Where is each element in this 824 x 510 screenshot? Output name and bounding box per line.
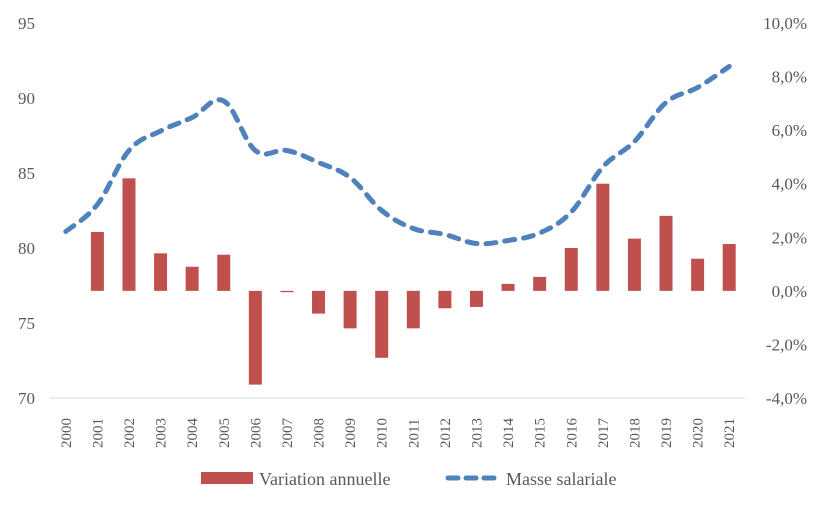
x-axis-tick-label: 2008 xyxy=(312,418,328,448)
x-axis-tick-label: 2020 xyxy=(691,418,707,448)
bar-2009 xyxy=(343,290,357,329)
x-axis-tick-label: 2018 xyxy=(627,418,643,448)
right-axis: -4,0% -2,0% 0,0% 2,0% 4,0% 6,0% 8,0% 10,0% xyxy=(763,14,807,408)
left-axis-tick-label: 70 xyxy=(18,389,35,408)
right-axis-tick-label: 6,0% xyxy=(772,121,807,140)
bar-series xyxy=(90,178,736,385)
bar-2004 xyxy=(185,266,199,291)
legend: Variation annuelle Masse salariale xyxy=(201,469,616,489)
bar-2008 xyxy=(312,290,326,314)
left-axis: 70 75 80 85 90 95 xyxy=(18,14,35,408)
legend-swatch-variation-annuelle xyxy=(201,472,253,484)
x-axis-tick-label: 2002 xyxy=(122,418,138,448)
x-axis-tick-label: 2007 xyxy=(280,418,296,449)
bar-2001 xyxy=(90,231,104,291)
x-axis-tick-label: 2014 xyxy=(501,418,517,449)
legend-label-masse-salariale: Masse salariale xyxy=(506,469,616,489)
bar-2011 xyxy=(406,290,420,329)
x-axis-tick-label: 2011 xyxy=(406,419,422,448)
x-axis: 2000 2001 2002 2003 2004 2005 2006 2007 2008 2009… xyxy=(59,418,738,449)
line-series-masse-salariale xyxy=(63,64,732,247)
x-axis-tick-label: 2001 xyxy=(90,418,106,448)
bar-2010 xyxy=(375,290,389,358)
x-axis-tick-label: 2015 xyxy=(533,418,549,448)
bar-2002 xyxy=(122,178,136,291)
bar-2012 xyxy=(438,290,452,309)
x-axis-tick-label: 2019 xyxy=(659,418,675,448)
x-axis-tick-label: 2017 xyxy=(596,418,612,449)
right-axis-tick-label: 0,0% xyxy=(772,282,807,301)
x-axis-tick-label: 2013 xyxy=(469,418,485,448)
bar-2019 xyxy=(659,215,673,291)
left-axis-tick-label: 85 xyxy=(18,164,35,183)
x-axis-tick-label: 2009 xyxy=(343,418,359,448)
x-axis-tick-label: 2003 xyxy=(154,418,170,448)
bar-2021 xyxy=(722,243,736,291)
x-axis-tick-label: 2005 xyxy=(217,418,233,448)
x-axis-tick-label: 2012 xyxy=(438,418,454,448)
right-axis-tick-label: 8,0% xyxy=(772,68,807,87)
legend-label-variation-annuelle: Variation annuelle xyxy=(259,469,390,489)
bar-2013 xyxy=(469,290,483,307)
right-axis-tick-label: -4,0% xyxy=(766,389,807,408)
bar-2018 xyxy=(627,238,641,291)
x-axis-tick-label: 2000 xyxy=(59,418,75,448)
right-axis-tick-label: -2,0% xyxy=(766,335,807,354)
x-axis-tick-label: 2004 xyxy=(185,418,201,449)
x-axis-tick-label: 2006 xyxy=(248,418,264,449)
left-axis-tick-label: 75 xyxy=(18,314,35,333)
x-axis-tick-label: 2016 xyxy=(564,418,580,449)
right-axis-tick-label: 4,0% xyxy=(772,175,807,194)
bar-2020 xyxy=(691,258,705,291)
bar-2014 xyxy=(501,283,515,291)
bar-2003 xyxy=(154,253,168,291)
right-axis-tick-label: 10,0% xyxy=(763,14,807,33)
left-axis-tick-label: 90 xyxy=(18,89,35,108)
x-axis-tick-label: 2021 xyxy=(722,418,738,448)
bar-2005 xyxy=(217,254,231,291)
left-axis-tick-label: 80 xyxy=(18,239,35,258)
bar-2007 xyxy=(280,290,294,293)
left-axis-tick-label: 95 xyxy=(18,14,35,33)
bar-2017 xyxy=(596,183,610,291)
bar-2006 xyxy=(248,290,262,385)
right-axis-tick-label: 2,0% xyxy=(772,228,807,247)
x-axis-tick-label: 2010 xyxy=(375,418,391,448)
bar-2016 xyxy=(564,248,578,291)
bar-2015 xyxy=(533,276,547,291)
